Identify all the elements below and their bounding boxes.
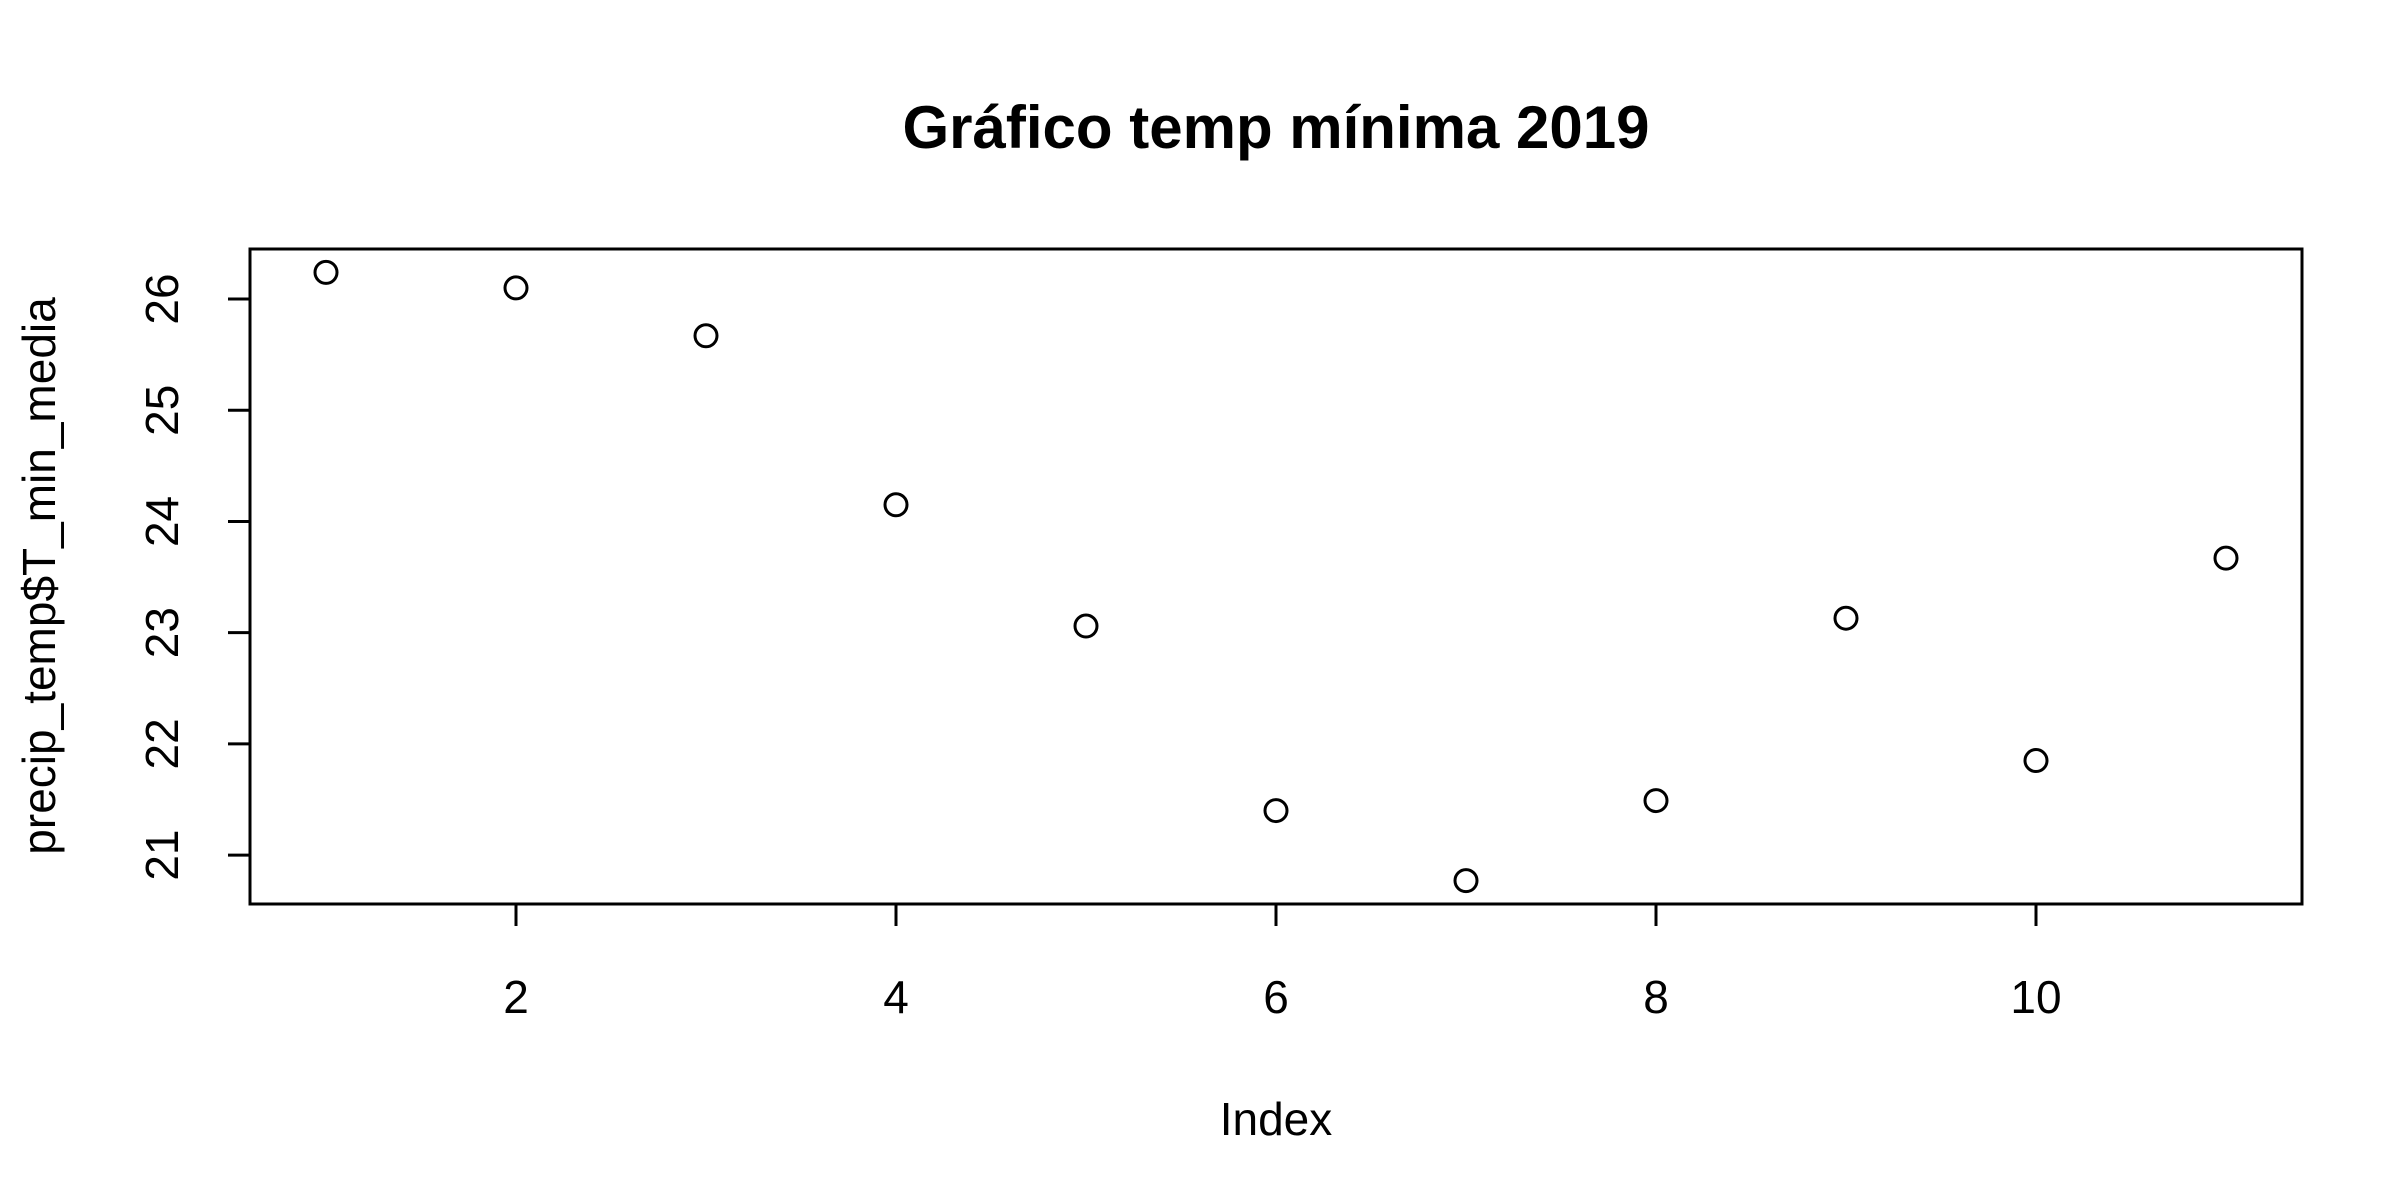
x-tick-label: 6 [1263,971,1289,1023]
x-tick-label: 8 [1643,971,1669,1023]
data-point [1453,868,1479,894]
y-tick-label: 26 [136,273,188,324]
data-point [2213,545,2239,571]
data-point [1263,798,1289,824]
y-axis-label: precip_temp$T_min_media [13,297,65,855]
y-tick-label: 21 [136,829,188,880]
data-point [1833,605,1859,631]
y-tick-label: 24 [136,496,188,547]
x-axis-label: Index [1220,1093,1333,1145]
data-point [883,492,909,518]
x-tick-label: 10 [2010,971,2061,1023]
data-points [313,259,2239,894]
y-axis: 21 22 23 24 25 26 [136,273,252,881]
data-point [1643,788,1669,814]
data-point [313,259,339,285]
x-axis: 2 4 6 8 10 [503,902,2062,1023]
data-point [503,275,529,301]
x-tick-label: 2 [503,971,529,1023]
data-point [1073,613,1099,639]
y-tick-label: 25 [136,385,188,436]
plot-frame [248,247,2304,906]
y-tick-label: 22 [136,718,188,769]
data-point [693,323,719,349]
y-tick-label: 23 [136,607,188,658]
data-point [2023,748,2049,774]
x-tick-label: 4 [883,971,909,1023]
chart-title: Gráfico temp mínima 2019 [903,94,1650,161]
